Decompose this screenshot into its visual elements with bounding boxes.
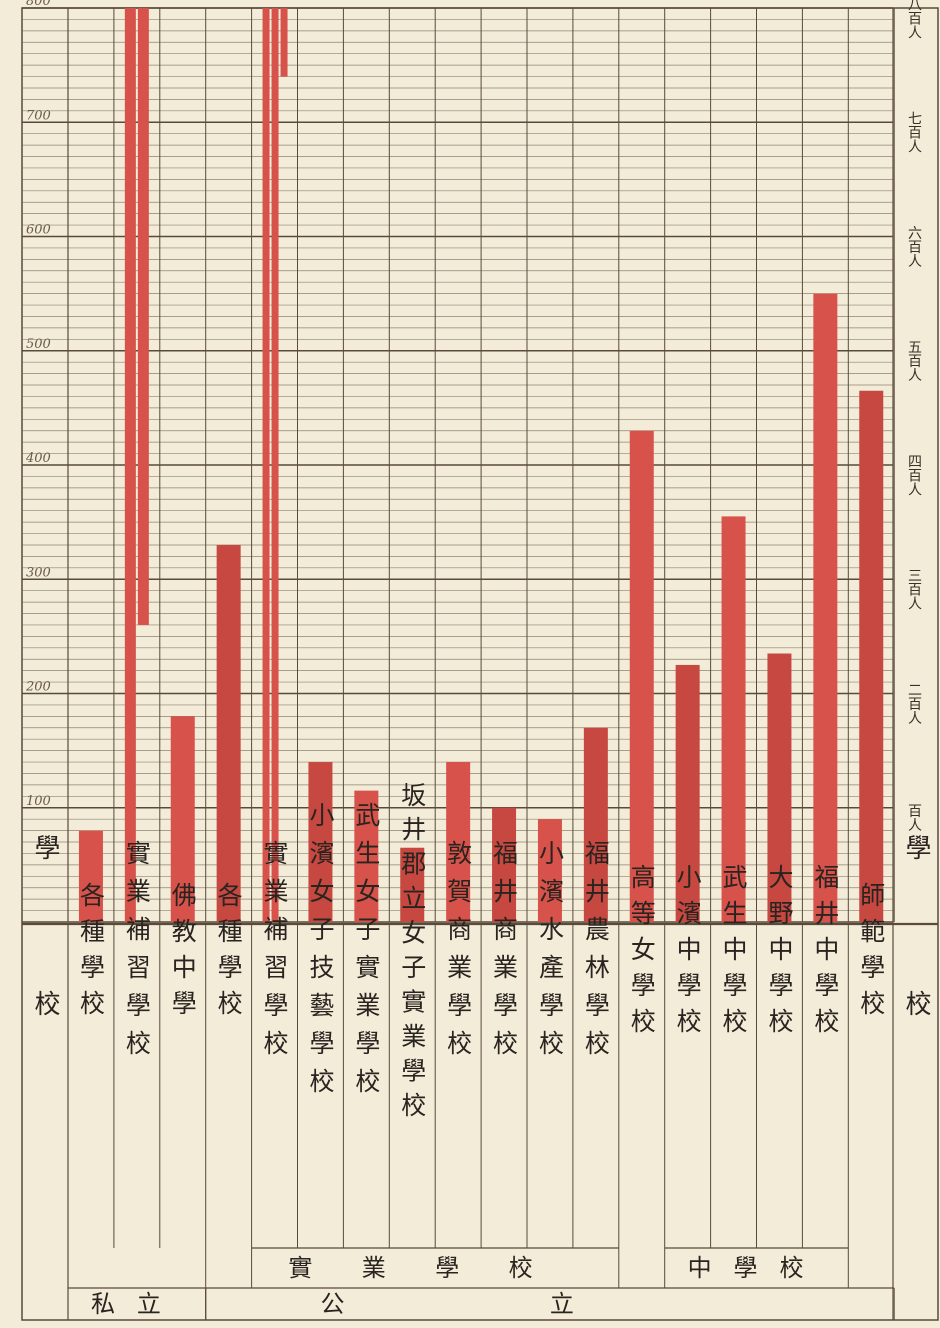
right-tick-label: 六百人	[906, 226, 922, 268]
bar	[721, 516, 746, 922]
right-tick-label: 二百人	[906, 683, 922, 725]
bar	[400, 847, 425, 922]
category-label: 小濱水產學校	[535, 840, 564, 1068]
bar	[813, 293, 838, 922]
bar	[859, 390, 884, 922]
bar	[583, 727, 608, 922]
right-tick-label: 五百人	[906, 340, 922, 382]
bar-fold-remainder	[137, 8, 149, 625]
y-tick-label: 800	[26, 0, 51, 9]
category-label: 福井中學校	[811, 864, 840, 1044]
group-label: 公立	[320, 1290, 779, 1318]
category-label: 高等女學校	[627, 864, 656, 1044]
right-tick-label: 八百人	[906, 0, 922, 39]
bar-fold	[271, 8, 279, 922]
y-tick-label: 200	[25, 680, 51, 695]
bar	[629, 430, 654, 922]
y-tick-label: 700	[26, 108, 51, 123]
right-axis-label: 學校	[901, 834, 931, 1146]
y-tick-label: 100	[26, 794, 51, 809]
bar	[78, 830, 103, 922]
bar-fold-remainder	[280, 8, 288, 77]
bar	[446, 762, 471, 922]
category-label: 各種學校	[76, 882, 105, 1026]
group-label: 私立	[91, 1290, 183, 1318]
bar-fold	[262, 8, 270, 922]
category-label: 福井農林學校	[581, 840, 610, 1068]
category-label: 各種學校	[214, 882, 243, 1026]
bar	[216, 544, 241, 922]
y-tick-label: 400	[25, 451, 51, 466]
right-tick-label: 四百人	[906, 454, 922, 496]
y-tick-label: 600	[26, 223, 51, 238]
category-label: 小濱中學校	[673, 864, 702, 1044]
bar	[492, 807, 517, 922]
right-tick-label: 三百人	[906, 568, 922, 610]
bar	[354, 790, 379, 922]
category-label: 福井商業學校	[490, 840, 519, 1068]
category-label: 實業補習學校	[122, 840, 151, 1068]
category-label: 武生中學校	[719, 864, 748, 1044]
y-tick-label: 500	[26, 337, 51, 352]
category-label: 坂井郡立女子實業學校	[398, 782, 427, 1126]
bar-fold	[124, 8, 136, 922]
y-tick-label: 300	[26, 565, 51, 580]
group-label: 實業學校	[288, 1254, 582, 1282]
category-label: 大野中學校	[765, 864, 794, 1044]
bar	[170, 716, 195, 922]
category-label: 武生女子實業學校	[352, 802, 381, 1106]
category-label: 敦賀商業學校	[444, 840, 473, 1068]
bar	[308, 762, 333, 922]
bar	[675, 664, 700, 922]
category-label: 佛教中學	[168, 882, 197, 1026]
group-label: 中學校	[688, 1254, 826, 1282]
right-tick-label: 百人	[906, 804, 922, 832]
category-label: 師範學校	[857, 882, 886, 1026]
category-label: 實業補習學校	[260, 840, 289, 1068]
bar	[537, 819, 562, 922]
left-axis-label: 學校	[30, 834, 60, 1146]
category-label: 小濱女子技藝學校	[306, 802, 335, 1106]
bar	[767, 653, 792, 922]
right-tick-label: 七百人	[906, 111, 922, 153]
